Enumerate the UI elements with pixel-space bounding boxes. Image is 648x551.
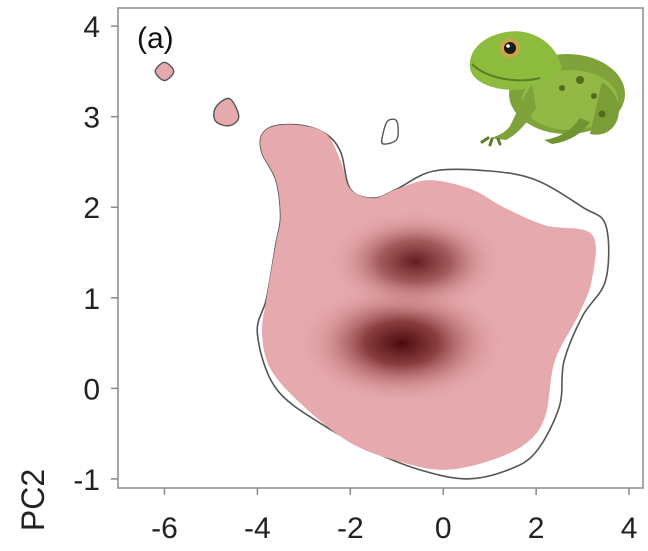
density-peak	[326, 208, 505, 315]
panel-label: (a)	[137, 22, 174, 55]
density-peaks	[296, 208, 507, 406]
y-tick-label: 3	[83, 102, 100, 135]
density-peak	[296, 281, 507, 406]
y-tick-label: 0	[83, 373, 100, 406]
island-region	[380, 118, 399, 145]
island-region	[213, 97, 240, 127]
y-tick-label: 1	[83, 283, 100, 316]
x-tick-label: 2	[528, 512, 545, 545]
islands	[154, 61, 399, 145]
x-tick-label: -2	[337, 512, 364, 545]
y-tick-label: -1	[73, 464, 100, 497]
y-tick-label: 4	[83, 11, 100, 44]
x-tick-label: 0	[435, 512, 452, 545]
island-region	[154, 61, 175, 82]
y-axis-title: PC2	[15, 469, 51, 531]
plot-area	[154, 61, 610, 480]
x-tick-label: -4	[244, 512, 271, 545]
green-frog-photo	[469, 31, 625, 147]
x-axis: -6 -4 -2 0 2 4	[151, 488, 637, 545]
x-tick-label: -6	[151, 512, 178, 545]
y-tick-label: 2	[83, 192, 100, 225]
x-tick-label: 4	[621, 512, 638, 545]
y-axis: -1 0 1 2 3 4	[73, 11, 118, 497]
